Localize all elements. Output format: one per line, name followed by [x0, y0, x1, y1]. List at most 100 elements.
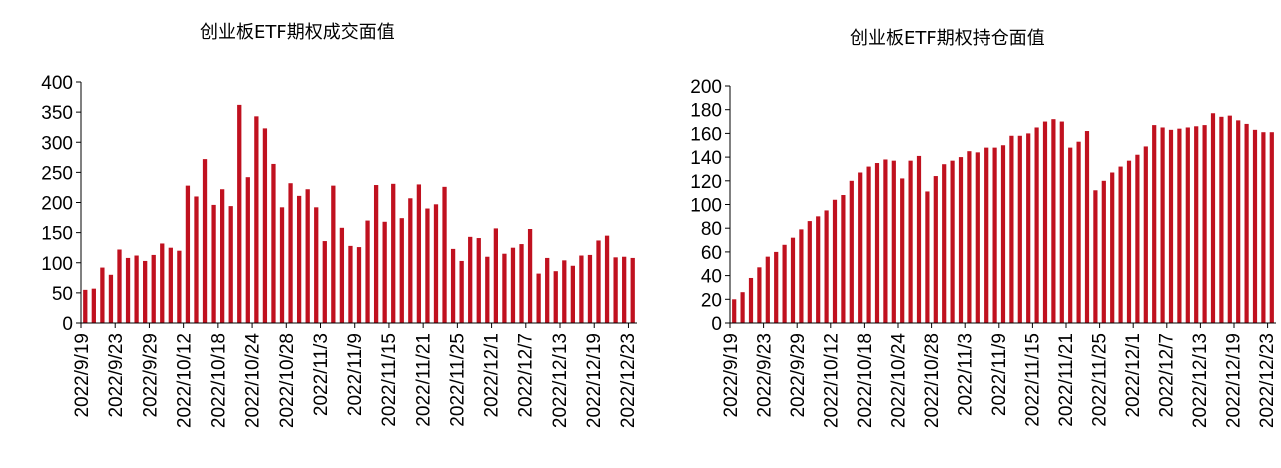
x-tick-label: 2022/12/23: [618, 333, 639, 428]
x-tick-label: 2022/12/1: [482, 333, 503, 418]
bar: [151, 254, 156, 323]
bar: [1210, 113, 1216, 323]
bar: [992, 147, 997, 323]
bar: [331, 185, 336, 323]
bar: [925, 191, 930, 323]
y-tick-label: 100: [41, 254, 73, 275]
bar: [536, 273, 541, 323]
bar: [348, 245, 353, 323]
bar: [527, 229, 533, 323]
bar: [1101, 180, 1106, 323]
bar: [950, 160, 955, 323]
bar: [545, 257, 550, 323]
bar: [254, 116, 259, 323]
bar: [365, 220, 370, 323]
y-tick-label: 300: [41, 133, 73, 154]
chart-left: 0 50 100 150 200 250 300 350 400 2022/9/19 2022/9/…: [41, 73, 639, 428]
bar: [220, 189, 225, 323]
bar: [382, 221, 387, 323]
x-tick-label: 2022/11/21: [1056, 333, 1077, 427]
x-tick-label: 2022/12/23: [1257, 333, 1278, 428]
chart-title-right: 创业板ETF期权持仓面值: [850, 28, 1045, 49]
bar: [630, 257, 635, 323]
bar: [866, 166, 871, 323]
bar: [245, 177, 250, 323]
bar: [933, 176, 938, 323]
y-tick-label: 250: [41, 163, 73, 184]
bar: [433, 204, 439, 323]
bar: [117, 249, 122, 323]
bar: [134, 255, 139, 323]
y-tick-label: 150: [41, 224, 73, 245]
x-tick-label: 2022/10/18: [855, 333, 876, 428]
x-tick-label: 2022/12/13: [550, 333, 571, 428]
bar: [262, 128, 268, 323]
y-tick-label: 350: [41, 103, 73, 124]
y-tick-label: 0: [711, 314, 722, 335]
bar: [984, 147, 989, 323]
x-tick-label: 2022/10/18: [209, 333, 230, 428]
bar: [1194, 126, 1199, 323]
x-tick-label: 2022/10/28: [277, 333, 298, 428]
bar: [900, 178, 905, 323]
x-tick-label: 2022/12/1: [1123, 333, 1144, 418]
bar: [1068, 147, 1073, 323]
y-tick-label: 60: [701, 243, 722, 264]
x-tick-label: 2022/11/3: [956, 333, 977, 416]
bar: [1160, 127, 1165, 323]
bar: [562, 260, 567, 323]
bar: [442, 186, 447, 323]
bar: [975, 152, 980, 323]
bar: [108, 274, 114, 323]
bar: [502, 253, 507, 323]
bar: [185, 185, 191, 323]
bar: [1017, 135, 1022, 323]
bar: [790, 237, 796, 323]
x-tick-label: 2022/9/23: [755, 333, 776, 418]
y-tick-label: 200: [41, 194, 73, 215]
bar: [1093, 190, 1098, 323]
x-tick-label: 2022/11/25: [1090, 333, 1111, 427]
bar: [459, 260, 464, 323]
bar: [288, 183, 293, 323]
x-tick-label: 2022/9/23: [106, 333, 127, 418]
bar: [399, 218, 404, 323]
y-tick-label: 180: [690, 101, 722, 122]
bar: [1135, 154, 1140, 323]
bar: [782, 244, 787, 323]
bar: [510, 247, 516, 323]
bar: [202, 159, 208, 323]
bar: [211, 204, 216, 323]
bar: [1252, 129, 1258, 323]
bar: [100, 267, 105, 323]
x-tick-label: 2022/12/13: [1190, 333, 1211, 428]
bar: [168, 247, 173, 323]
bar: [1269, 132, 1274, 323]
bar: [916, 155, 922, 323]
x-tick-label: 2022/10/24: [889, 333, 910, 429]
bar: [1236, 120, 1241, 324]
bar: [91, 288, 96, 323]
bar: [373, 185, 379, 323]
x-tick-label: 2022/10/28: [922, 333, 943, 428]
x-tick-label: 2022/10/12: [174, 333, 195, 428]
bar: [468, 236, 473, 323]
x-tick-label: 2022/9/19: [721, 333, 742, 418]
bar: [1009, 135, 1014, 323]
bar: [613, 257, 618, 323]
bar: [160, 243, 165, 323]
bar: [942, 164, 947, 323]
bar: [757, 267, 762, 323]
x-tick-label: 2022/11/21: [413, 333, 434, 427]
x-tick-label: 2022/11/15: [1023, 333, 1044, 427]
bar: [841, 195, 846, 323]
bar: [774, 251, 779, 323]
bar: [604, 235, 610, 323]
bar: [1042, 121, 1048, 323]
bar: [1076, 141, 1081, 323]
y-tick-label: 100: [690, 196, 722, 217]
bar: [958, 157, 964, 323]
bar: [143, 260, 148, 323]
bar: [799, 229, 804, 323]
